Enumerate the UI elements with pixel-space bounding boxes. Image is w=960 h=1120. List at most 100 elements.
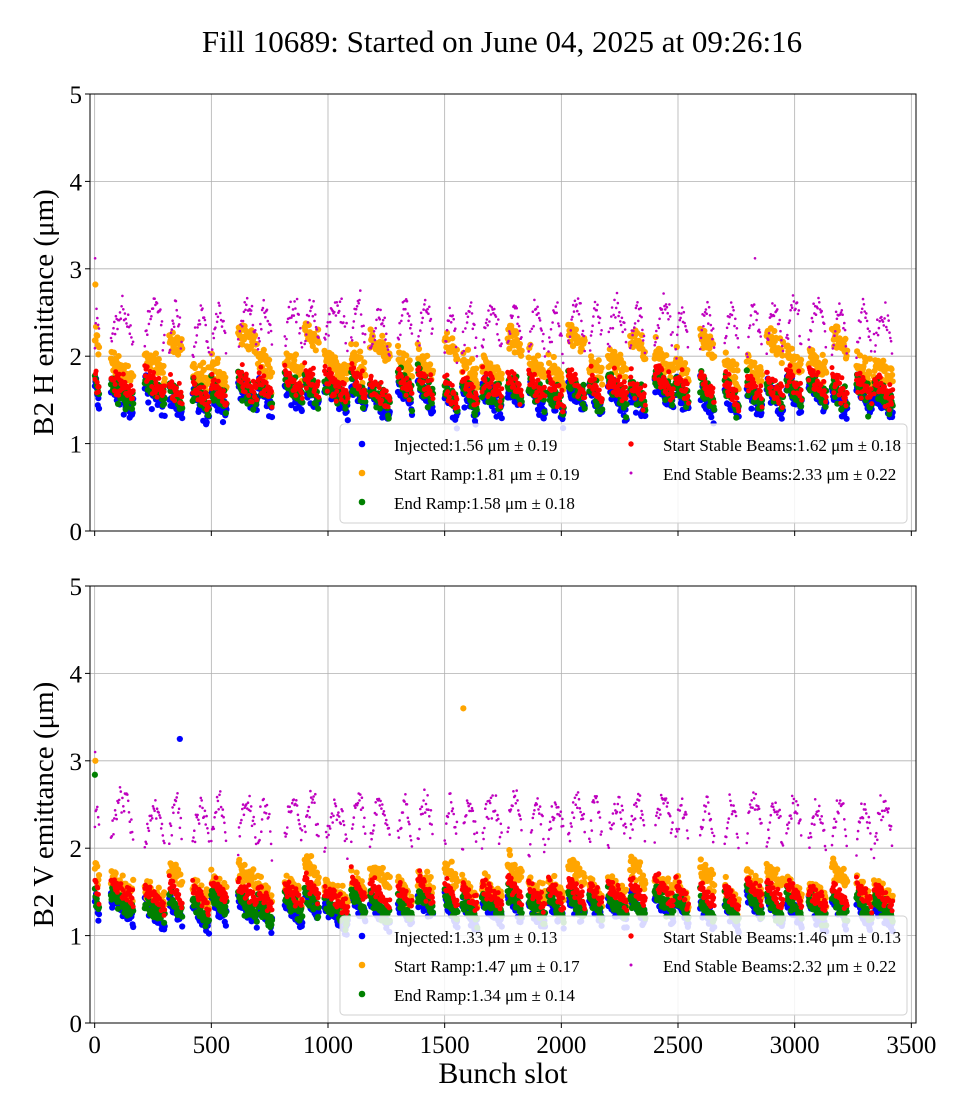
data-point [634, 306, 638, 310]
data-point [569, 329, 573, 332]
data-point [480, 364, 486, 370]
data-point [445, 340, 448, 343]
data-point [151, 307, 155, 310]
data-point [516, 322, 519, 326]
data-point [471, 327, 475, 331]
data-point [680, 306, 684, 309]
data-point [406, 357, 413, 364]
legend-marker [629, 471, 633, 475]
data-point [680, 312, 683, 315]
data-point [591, 324, 594, 328]
data-point [241, 325, 244, 328]
data-point [699, 336, 703, 340]
data-point [403, 392, 409, 398]
data-point [796, 312, 800, 316]
data-point [772, 314, 776, 318]
data-point [95, 389, 101, 395]
data-point [624, 390, 630, 395]
data-point [310, 305, 314, 308]
data-point [464, 375, 470, 381]
data-point [351, 365, 357, 371]
data-point [569, 367, 575, 373]
data-point [371, 342, 374, 346]
data-point [404, 307, 407, 311]
data-point [155, 302, 159, 305]
data-point [845, 352, 848, 355]
data-point [262, 298, 266, 302]
data-point [383, 388, 389, 394]
data-point [249, 312, 252, 316]
data-point [868, 386, 874, 392]
data-point [780, 344, 784, 348]
data-point [517, 402, 523, 407]
data-point [370, 345, 373, 348]
data-point [772, 378, 778, 384]
data-point [822, 403, 829, 410]
data-point [561, 361, 565, 365]
data-point [428, 377, 434, 383]
data-point [112, 326, 115, 330]
data-point [214, 326, 217, 330]
data-point [708, 314, 712, 317]
data-point [417, 335, 420, 338]
data-point [430, 332, 434, 335]
data-point [796, 368, 802, 374]
data-point [814, 313, 818, 317]
data-point [734, 317, 737, 321]
data-point [511, 371, 517, 377]
data-point [636, 301, 639, 304]
data-point [550, 340, 554, 344]
data-point [887, 319, 890, 322]
data-point [283, 335, 287, 338]
data-point [199, 304, 203, 307]
data-point [267, 331, 270, 334]
data-point [97, 327, 101, 330]
data-point [454, 327, 457, 331]
data-point [798, 380, 803, 386]
data-point [807, 338, 810, 341]
data-point [768, 384, 774, 390]
data-point [580, 319, 583, 323]
data-point [315, 339, 322, 346]
data-point [130, 396, 136, 401]
data-point [295, 320, 298, 324]
data-point [567, 339, 570, 342]
y-tick-label: 0 [70, 519, 83, 546]
data-point [419, 311, 423, 315]
data-point [658, 317, 661, 321]
data-point [677, 311, 681, 315]
data-point [345, 395, 351, 401]
data-point [534, 352, 542, 359]
data-point [684, 367, 691, 374]
data-point [215, 378, 221, 384]
data-point [206, 399, 212, 405]
data-point [757, 328, 761, 332]
data-point [473, 323, 476, 327]
data-point [124, 362, 131, 370]
data-point [709, 323, 713, 327]
data-point [416, 339, 420, 343]
data-point [734, 334, 738, 337]
data-point [428, 372, 434, 378]
data-point [686, 400, 691, 406]
data-point [418, 344, 421, 347]
data-point [725, 334, 728, 338]
data-point [753, 383, 759, 389]
data-point [743, 367, 750, 374]
data-point [532, 371, 537, 377]
data-point [423, 303, 426, 306]
data-point [396, 366, 402, 372]
data-point [206, 346, 210, 350]
data-point [464, 327, 467, 330]
data-point [343, 325, 347, 328]
data-point [460, 369, 466, 375]
data-point [842, 335, 849, 342]
data-point [791, 294, 795, 297]
data-point [368, 373, 374, 379]
data-point [837, 380, 843, 386]
data-point [246, 393, 252, 398]
data-point [445, 328, 449, 332]
data-point [245, 303, 248, 307]
data-point [676, 333, 679, 337]
data-point [473, 406, 480, 413]
